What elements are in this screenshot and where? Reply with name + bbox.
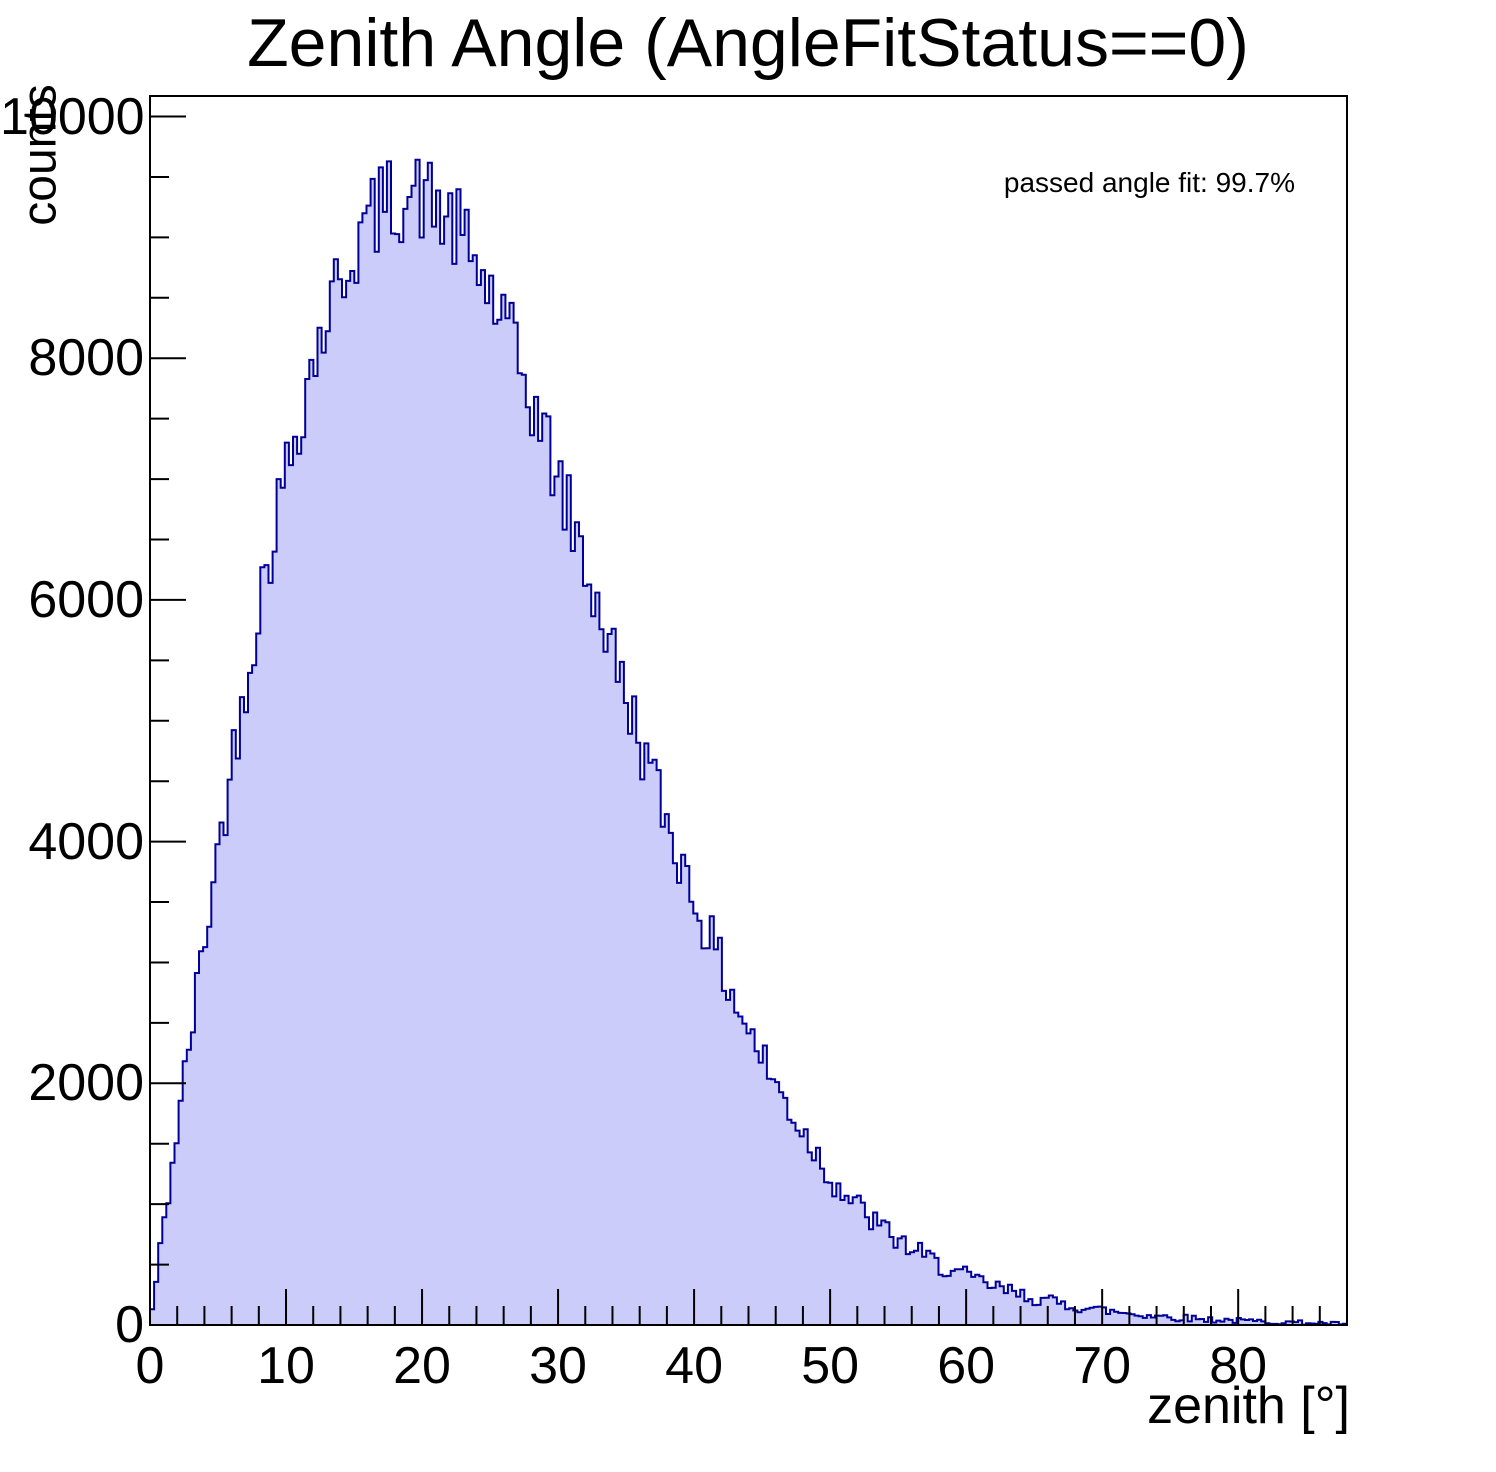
x-tick-label: 10 (257, 1337, 315, 1395)
x-tick-label: 80 (1209, 1337, 1268, 1395)
x-tick-label: 70 (1073, 1337, 1132, 1395)
y-tick-label: 6000 (28, 570, 144, 629)
y-tick-label: 0 (115, 1296, 144, 1354)
x-axis-title: zenith [°] (1147, 1377, 1350, 1435)
y-tick-label: 10000 (0, 87, 145, 146)
x-tick-label: 0 (135, 1337, 165, 1395)
chart-title: Zenith Angle (AngleFitStatus==0) (247, 5, 1249, 81)
x-tick-label: 50 (801, 1337, 860, 1395)
y-tick-label: 4000 (28, 812, 144, 871)
x-tick-label: 60 (937, 1337, 996, 1395)
y-tick-label: 8000 (28, 329, 144, 388)
x-tick-label: 20 (393, 1337, 451, 1395)
stats-annotation: passed angle fit: 99.7% (1003, 167, 1295, 198)
x-tick-label: 40 (665, 1337, 723, 1395)
histogram-fill (150, 159, 1347, 1325)
histogram-outline (149, 158, 1348, 1326)
y-tick-label: 2000 (28, 1054, 144, 1113)
plot-frame (149, 95, 1348, 1326)
x-tick-label: 30 (529, 1337, 587, 1395)
